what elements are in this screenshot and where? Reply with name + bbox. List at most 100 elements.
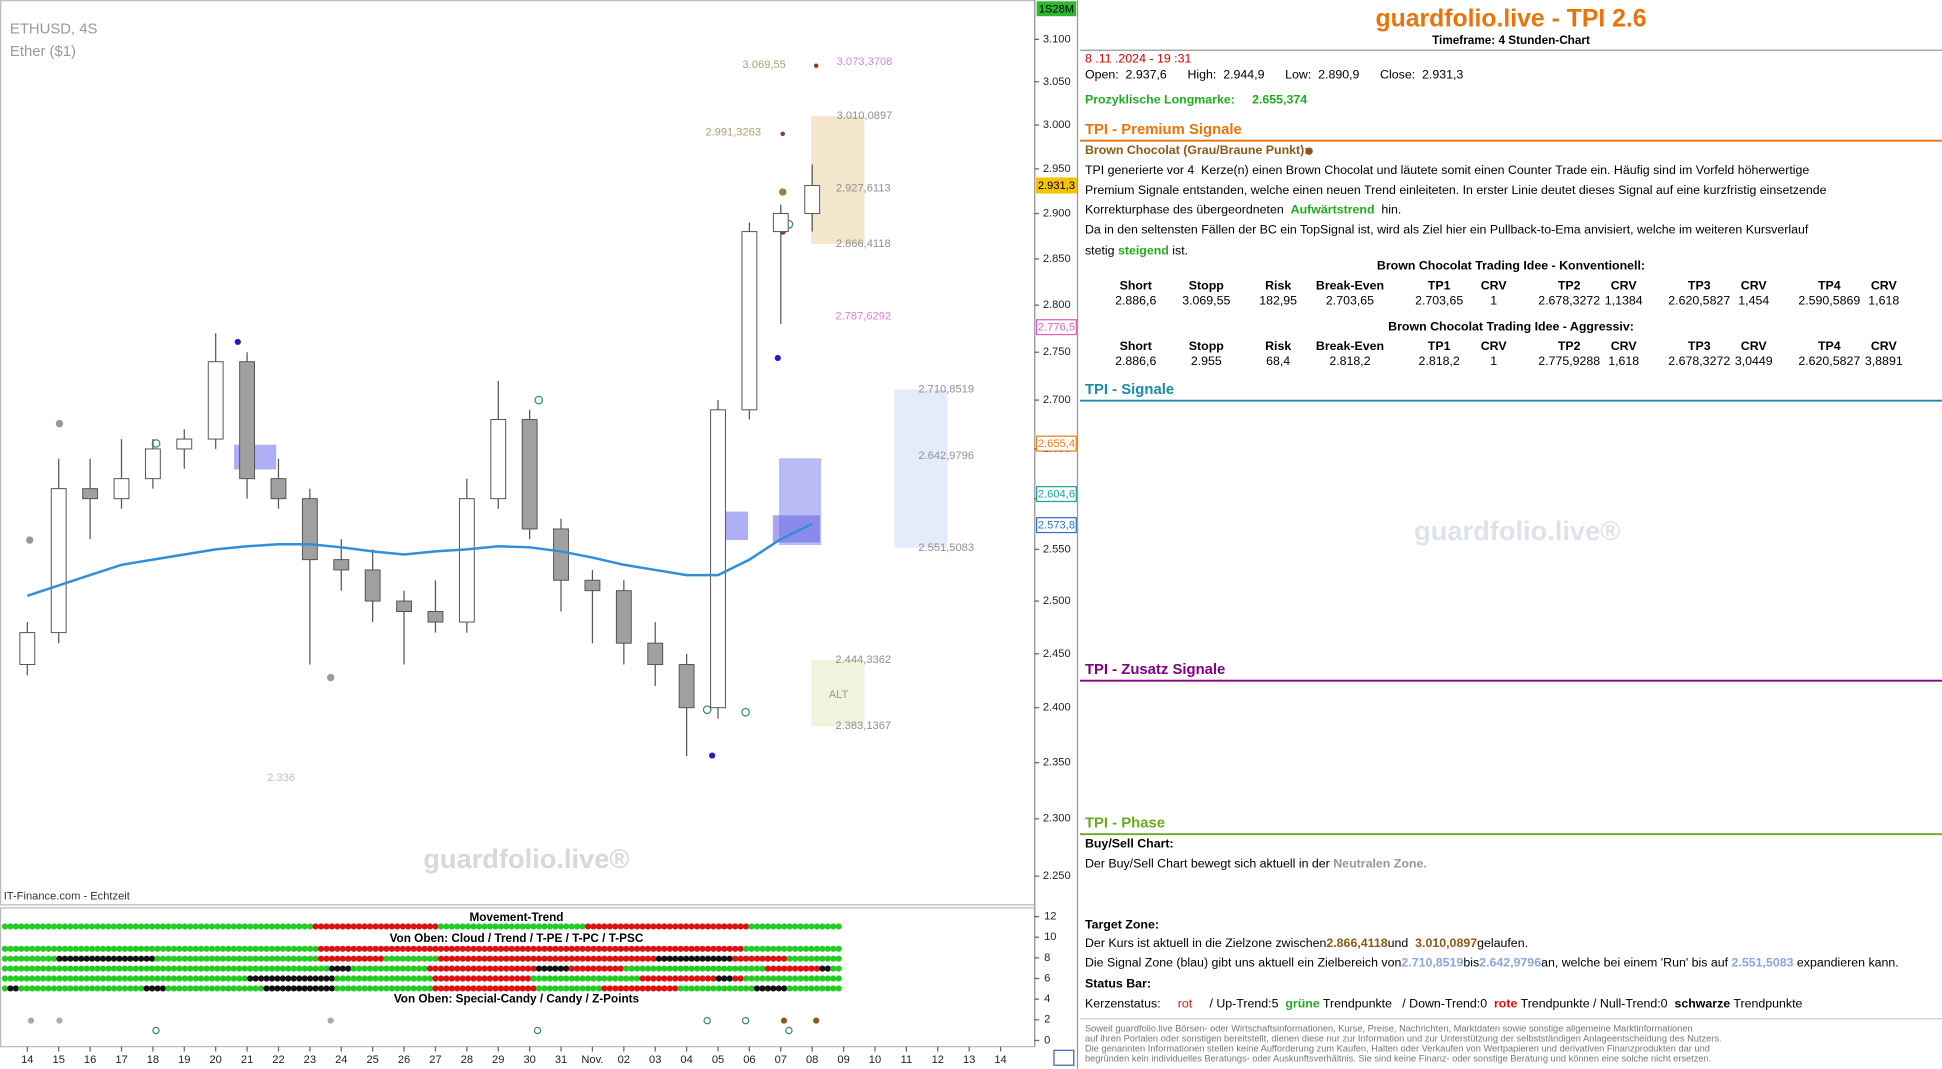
trend-dot bbox=[595, 965, 603, 972]
trend-dot bbox=[541, 985, 548, 992]
trend-dot bbox=[541, 975, 548, 982]
trend-dot bbox=[819, 945, 826, 952]
trend-dot bbox=[377, 985, 385, 992]
section-header: TPI - Premium Signale bbox=[1085, 122, 1242, 138]
trend-dot bbox=[503, 923, 510, 930]
table-cell: 2.818,2 bbox=[1419, 354, 1460, 368]
trend-dot bbox=[50, 985, 58, 992]
marker bbox=[534, 395, 544, 405]
trend-dot bbox=[159, 955, 167, 962]
trend-dot bbox=[154, 923, 161, 930]
menu-icon[interactable] bbox=[1053, 1049, 1075, 1066]
trend-dot bbox=[563, 975, 570, 982]
trend-dot bbox=[623, 965, 630, 972]
text-segment: schwarze bbox=[1674, 997, 1730, 1011]
text-segment: Da in den seltensten Fällen der BC ein T… bbox=[1085, 223, 1809, 237]
trend-dot bbox=[219, 945, 227, 952]
trend-dot bbox=[121, 945, 128, 952]
trend-dot bbox=[274, 965, 281, 972]
trend-dot bbox=[247, 985, 254, 992]
trend-dot bbox=[465, 975, 472, 982]
trend-dot bbox=[557, 945, 564, 952]
trend-dot bbox=[208, 923, 216, 930]
trend-dot bbox=[661, 945, 668, 952]
trend-dot bbox=[230, 985, 237, 992]
trend-dot bbox=[470, 975, 477, 982]
trend-dot bbox=[824, 923, 831, 930]
x-tick-label: 06 bbox=[743, 1054, 755, 1066]
trend-dot bbox=[61, 975, 68, 982]
trend-dot bbox=[715, 945, 722, 952]
trend-dot bbox=[274, 955, 281, 962]
trend-dot bbox=[568, 955, 575, 962]
x-tick-label: 08 bbox=[806, 1054, 818, 1066]
trend-dot bbox=[29, 955, 36, 962]
trend-dot bbox=[759, 955, 766, 962]
trend-dot bbox=[50, 975, 58, 982]
trend-dot bbox=[263, 985, 270, 992]
trend-dot bbox=[759, 975, 766, 982]
y-tick-label: 2.450 bbox=[1043, 648, 1071, 660]
trend-dot bbox=[584, 955, 592, 962]
trend-dot bbox=[345, 923, 352, 930]
trend-dot bbox=[633, 965, 641, 972]
text-segment: Prozyklische Longmarke: bbox=[1085, 93, 1252, 107]
trend-dot bbox=[437, 945, 445, 952]
trend-dot bbox=[405, 955, 412, 962]
special-dot bbox=[327, 1017, 334, 1024]
trend-dot bbox=[764, 965, 771, 972]
trend-dot bbox=[644, 985, 652, 992]
trend-dot bbox=[225, 923, 232, 930]
trend-dot bbox=[443, 965, 450, 972]
trend-dot bbox=[819, 955, 826, 962]
trend-dot bbox=[148, 975, 156, 982]
trend-dot bbox=[470, 945, 477, 952]
trend-dot bbox=[307, 945, 314, 952]
trend-dot bbox=[666, 965, 673, 972]
x-tick-label: 11 bbox=[901, 1054, 913, 1066]
trend-dot bbox=[693, 975, 701, 982]
trend-dot bbox=[45, 955, 52, 962]
trend-dot bbox=[759, 965, 766, 972]
table-cell: 2.678,3272 bbox=[1538, 293, 1600, 307]
trend-dot bbox=[579, 945, 586, 952]
price-annotation: 2.336 bbox=[267, 772, 295, 784]
table-header: Risk bbox=[1265, 278, 1291, 292]
trend-dot bbox=[568, 923, 575, 930]
trend-dot bbox=[574, 965, 581, 972]
trend-dot bbox=[252, 945, 259, 952]
trend-dot bbox=[187, 945, 194, 952]
trend-dot bbox=[677, 975, 684, 982]
x-tick-label: 29 bbox=[492, 1054, 504, 1066]
table-cell: 2.775,9288 bbox=[1538, 354, 1600, 368]
trend-dot bbox=[350, 945, 357, 952]
trend-dot bbox=[105, 975, 112, 982]
trend-dot bbox=[492, 965, 499, 972]
trend-dot bbox=[236, 975, 243, 982]
trend-dot bbox=[486, 965, 494, 972]
trend-dot bbox=[617, 923, 624, 930]
trend-dot bbox=[693, 945, 701, 952]
panel-line: Buy/Sell Chart: bbox=[1085, 837, 1174, 851]
trend-dot bbox=[764, 945, 771, 952]
trend-dot bbox=[666, 955, 673, 962]
trend-dot bbox=[78, 985, 85, 992]
trend-dot bbox=[410, 975, 417, 982]
trend-dot bbox=[339, 985, 346, 992]
trend-dot bbox=[503, 965, 510, 972]
trend-dot bbox=[405, 923, 412, 930]
trend-dot bbox=[666, 923, 673, 930]
trend-dot bbox=[323, 955, 330, 962]
trend-dot bbox=[187, 985, 194, 992]
trend-dot bbox=[437, 975, 445, 982]
trend-dot bbox=[432, 975, 439, 982]
trend-dot bbox=[601, 975, 608, 982]
trend-dot bbox=[83, 923, 90, 930]
trend-dot bbox=[377, 965, 385, 972]
trend-dot bbox=[508, 923, 515, 930]
candle-body bbox=[678, 664, 695, 709]
trend-dot bbox=[301, 975, 308, 982]
trend-dot bbox=[328, 985, 336, 992]
trend-dot bbox=[721, 955, 728, 962]
text-segment: Status Bar: bbox=[1085, 977, 1151, 991]
